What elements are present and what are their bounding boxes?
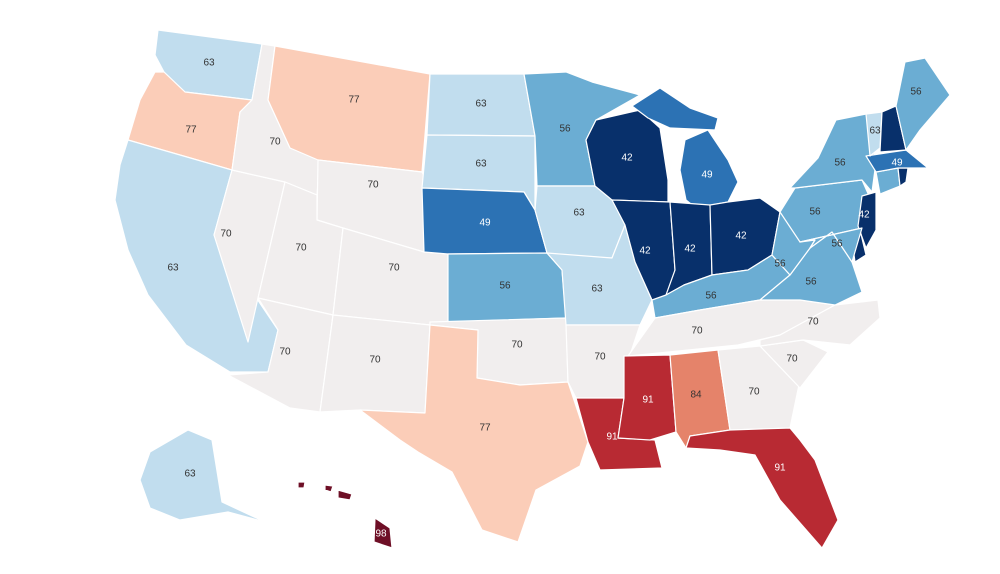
state-label-ak: 63 [184,469,196,480]
state-label-az: 70 [279,347,291,358]
state-label-ks: 56 [499,281,511,292]
state-label-id: 70 [269,137,281,148]
state-label-nv: 70 [220,229,232,240]
state-label-ky: 56 [705,291,717,302]
state-label-tx: 77 [479,423,491,434]
state-label-mo: 63 [591,284,603,295]
state-me [895,57,951,151]
state-label-tn: 70 [691,326,703,337]
state-label-ok: 70 [511,340,523,351]
state-label-ny: 56 [834,158,846,169]
state-hi [297,481,393,549]
state-label-co: 70 [388,263,400,274]
state-label-ia: 63 [573,208,585,219]
state-label-mt: 77 [348,95,360,106]
state-label-wi: 42 [621,153,633,164]
state-mi-up [631,87,719,131]
state-label-va: 56 [805,277,817,288]
state-label-nj: 42 [858,210,870,221]
state-label-ne: 49 [479,218,491,229]
state-label-hi: 98 [375,529,387,540]
state-label-nd: 63 [475,99,487,110]
state-ak [139,429,266,523]
state-label-or: 77 [185,125,197,136]
state-value-labels: 63 77 63 70 70 77 70 70 70 70 70 63 63 49 56 70 77 56 63 63… [167,58,922,540]
state-label-wy: 70 [367,180,379,191]
state-label-nc: 70 [807,317,819,328]
state-label-ar: 70 [594,352,606,363]
state-label-md: 56 [831,239,843,250]
state-ny [789,113,877,193]
state-fl [685,427,839,549]
state-label-mi: 49 [701,170,713,181]
state-label-mn: 56 [559,124,571,135]
state-label-oh: 42 [735,231,747,242]
state-label-al: 84 [690,390,702,401]
state-shapes [114,29,951,549]
state-label-ma: 49 [891,158,903,169]
state-nc [759,299,881,347]
state-label-vt: 63 [869,126,881,137]
state-label-il: 42 [639,246,651,257]
state-nj [857,191,877,249]
state-label-nm: 70 [369,355,381,366]
state-label-pa: 56 [809,207,821,218]
state-label-in: 42 [684,244,696,255]
state-label-sd: 63 [475,159,487,170]
state-label-wv: 56 [774,259,786,270]
state-label-wa: 63 [203,58,215,69]
state-label-sc: 70 [786,354,798,365]
state-label-ca: 63 [167,263,179,274]
state-label-ms: 91 [642,395,654,406]
state-md [799,227,863,263]
state-tx [359,324,589,543]
state-label-fl: 91 [774,463,786,474]
state-label-la: 91 [606,432,618,443]
state-label-ut: 70 [295,243,307,254]
state-ri [897,167,909,187]
state-label-ga: 70 [748,387,760,398]
state-label-me: 56 [910,87,922,98]
